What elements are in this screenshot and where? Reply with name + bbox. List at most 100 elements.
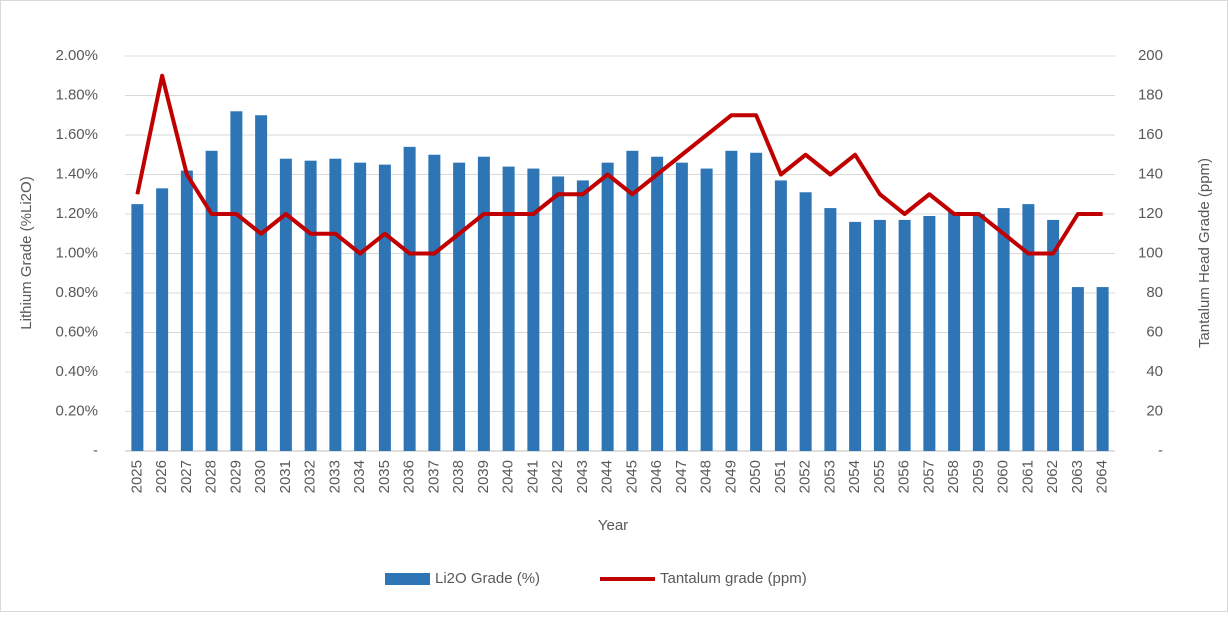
- y-tick-label: 0.40%: [55, 363, 98, 380]
- x-tick-label: 2031: [277, 460, 294, 493]
- x-tick-label: 2049: [722, 460, 739, 493]
- bar: [948, 212, 961, 451]
- y-tick-label: 1.60%: [55, 126, 98, 143]
- y2-tick-label: 100: [1138, 244, 1163, 261]
- y-tick-label: 0.80%: [55, 284, 98, 301]
- bar: [799, 192, 812, 451]
- bar: [675, 162, 688, 451]
- bar: [230, 111, 243, 452]
- y-tick-label: 0.20%: [55, 402, 98, 419]
- y2-tick-label: 200: [1138, 47, 1163, 64]
- y-tick-label: -: [93, 442, 98, 459]
- x-tick-label: 2051: [772, 460, 789, 493]
- bar: [824, 208, 837, 451]
- y2-tick-label: -: [1158, 442, 1163, 459]
- bar: [651, 156, 664, 451]
- y-tick-label: 1.80%: [55, 86, 98, 103]
- x-axis-title: Year: [598, 517, 628, 534]
- y-tick-label: 0.60%: [55, 323, 98, 340]
- x-tick-label: 2029: [227, 460, 244, 493]
- y-tick-label: 1.40%: [55, 165, 98, 182]
- y-tick-label: 1.00%: [55, 244, 98, 261]
- x-tick-label: 2059: [970, 460, 987, 493]
- bar: [997, 208, 1010, 451]
- y2-axis-title: Tantalum Head Grade (ppm): [1196, 158, 1213, 348]
- bar: [205, 150, 218, 452]
- x-tick-label: 2040: [500, 460, 517, 493]
- x-tick-label: 2037: [425, 460, 442, 493]
- y-tick-label: 2.00%: [55, 47, 98, 64]
- x-tick-label: 2056: [896, 460, 913, 493]
- bar: [626, 150, 639, 452]
- x-tick-label: 2043: [574, 460, 591, 493]
- bar: [354, 162, 367, 451]
- y2-tick-label: 160: [1138, 126, 1163, 143]
- y2-tick-label: 120: [1138, 205, 1163, 222]
- x-tick-label: 2025: [128, 460, 145, 493]
- bar: [873, 219, 886, 451]
- y2-tick-label: 60: [1146, 323, 1163, 340]
- x-tick-label: 2038: [450, 460, 467, 493]
- bar: [1071, 287, 1084, 451]
- bar: [527, 168, 540, 451]
- bar: [131, 204, 144, 451]
- bar: [1096, 287, 1109, 451]
- x-tick-label: 2048: [698, 460, 715, 493]
- bar: [502, 166, 515, 451]
- bar: [972, 214, 985, 451]
- x-tick-label: 2026: [153, 460, 170, 493]
- bar: [700, 168, 713, 451]
- bar: [576, 180, 589, 452]
- x-tick-label: 2055: [871, 460, 888, 493]
- x-tick-label: 2044: [599, 460, 616, 493]
- bar: [180, 170, 193, 452]
- bar: [279, 158, 292, 451]
- x-tick-label: 2033: [326, 460, 343, 493]
- x-tick-label: 2039: [475, 460, 492, 493]
- bar: [1047, 219, 1060, 451]
- x-tick-label: 2064: [1094, 460, 1111, 493]
- bar: [453, 162, 466, 451]
- x-tick-label: 2036: [401, 460, 418, 493]
- bar: [477, 156, 490, 451]
- x-tick-label: 2060: [995, 460, 1012, 493]
- bar: [601, 162, 614, 451]
- bar: [898, 219, 911, 451]
- y2-tick-label: 20: [1146, 402, 1163, 419]
- bar: [428, 154, 441, 451]
- x-tick-label: 2028: [203, 460, 220, 493]
- x-tick-label: 2032: [302, 460, 319, 493]
- bar: [378, 164, 391, 451]
- legend-label: Tantalum grade (ppm): [660, 570, 807, 587]
- line: [135, 73, 1103, 256]
- bar: [1022, 204, 1035, 451]
- bar: [329, 158, 342, 451]
- y-tick-label: 1.20%: [55, 205, 98, 222]
- x-tick-label: 2047: [673, 460, 690, 493]
- y2-tick-label: 80: [1146, 284, 1163, 301]
- x-tick-label: 2050: [747, 460, 764, 493]
- bar: [156, 188, 169, 451]
- x-tick-label: 2045: [623, 460, 640, 493]
- x-tick-label: 2030: [252, 460, 269, 493]
- y2-tick-label: 40: [1146, 363, 1163, 380]
- y2-tick-label: 140: [1138, 165, 1163, 182]
- bar: [255, 115, 268, 451]
- bar: [849, 221, 862, 451]
- bar: [923, 215, 936, 451]
- x-tick-label: 2027: [178, 460, 195, 493]
- x-tick-label: 2046: [648, 460, 665, 493]
- x-tick-label: 2054: [846, 460, 863, 493]
- x-tick-label: 2042: [549, 460, 566, 493]
- x-tick-label: 2035: [376, 460, 393, 493]
- y-axis-title: Lithium Grade (%Li2O): [18, 176, 35, 329]
- x-tick-label: 2041: [524, 460, 541, 493]
- x-tick-label: 2057: [920, 460, 937, 493]
- x-tick-label: 2063: [1069, 460, 1086, 493]
- x-tick-label: 2061: [1019, 460, 1036, 493]
- x-tick-label: 2034: [351, 460, 368, 493]
- x-tick-label: 2058: [945, 460, 962, 493]
- y2-tick-label: 180: [1138, 86, 1163, 103]
